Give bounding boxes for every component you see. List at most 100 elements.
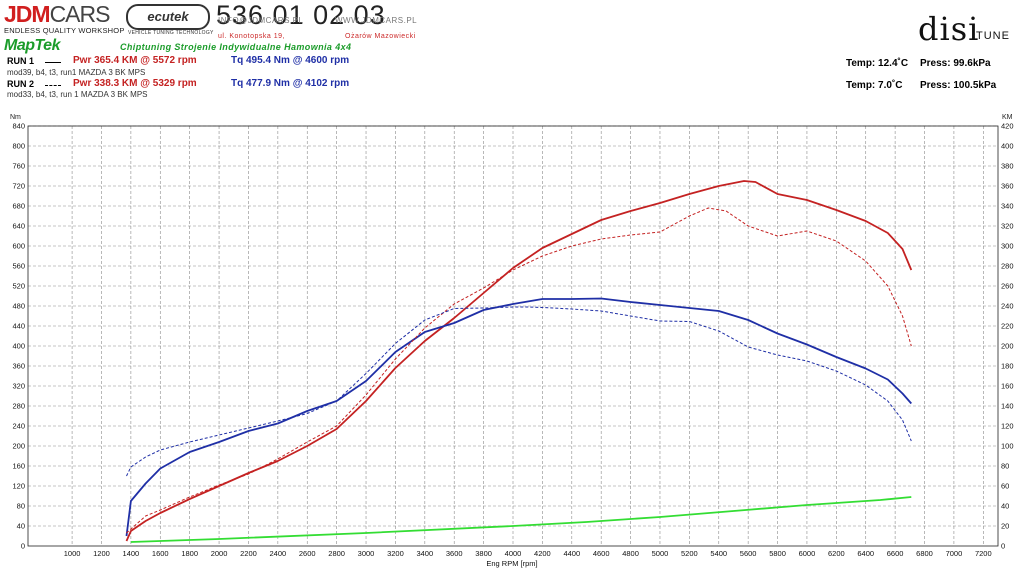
y-left-tick-label: 360 — [12, 362, 25, 371]
y-right-tick-label: 40 — [1001, 502, 1009, 511]
series-layer — [125, 180, 913, 543]
city-text: Ożarów Mazowiecki — [345, 33, 416, 40]
y-right-tick-label: 300 — [1001, 242, 1014, 251]
logo-subtitle: ENDLESS QUALITY WORKSHOP — [4, 26, 125, 35]
x-tick-label: 1000 — [64, 549, 81, 558]
y-left-tick-label: 640 — [12, 222, 25, 231]
x-tick-label: 3800 — [475, 549, 492, 558]
y-left-tick-label: 280 — [12, 402, 25, 411]
run2-legend-dashed-line — [45, 85, 61, 86]
x-tick-label: 4400 — [563, 549, 580, 558]
x-tick-label: 2200 — [240, 549, 257, 558]
logo-jdm-text: JDM — [4, 1, 51, 27]
run1-pressure: Press: 99.6kPa — [920, 58, 991, 69]
x-tick-label: 5000 — [652, 549, 669, 558]
x-tick-label: 1600 — [152, 549, 169, 558]
y-axis-right-ticks: 0 20 40 60 80 100 120 140 160 180 200 220 240 260 280 3… — [1001, 122, 1014, 551]
run1-power-readout: Pwr 365.4 KM @ 5572 rpm — [73, 55, 197, 66]
y-left-tick-label: 240 — [12, 422, 25, 431]
y-left-tick-label: 480 — [12, 302, 25, 311]
x-tick-label: 6200 — [828, 549, 845, 558]
run2-torque-readout: Tq 477.9 Nm @ 4102 rpm — [231, 78, 350, 89]
y-left-tick-label: 200 — [12, 442, 25, 451]
x-tick-label: 6600 — [887, 549, 904, 558]
x-axis-ticks: 1000 1200 1400 1600 1800 2000 2200 2400 2600 2800… — [64, 549, 992, 558]
x-tick-label: 2400 — [270, 549, 287, 558]
ecutek-logo: ecutek — [126, 4, 210, 30]
run1-torque-readout: Tq 495.4 Nm @ 4600 rpm — [231, 55, 350, 66]
y-left-tick-label: 720 — [12, 182, 25, 191]
y-right-tick-label: 220 — [1001, 322, 1014, 331]
chart-grid — [28, 125, 998, 546]
run1-label: RUN 1 — [7, 56, 35, 66]
y-right-tick-label: 240 — [1001, 302, 1014, 311]
x-tick-label: 3400 — [416, 549, 433, 558]
y-right-tick-label: 280 — [1001, 262, 1014, 271]
y-axis-right-unit: KM — [1002, 114, 1013, 121]
y-left-tick-label: 760 — [12, 162, 25, 171]
series-line-run-1-power — [125, 180, 913, 542]
y-right-tick-label: 60 — [1001, 482, 1009, 491]
y-right-tick-label: 180 — [1001, 362, 1014, 371]
x-tick-label: 5600 — [740, 549, 757, 558]
tune-logo-text: TUNE — [976, 30, 1010, 42]
y-right-tick-label: 200 — [1001, 342, 1014, 351]
y-left-tick-label: 120 — [12, 482, 25, 491]
series-line-run-2-torque — [126, 306, 912, 477]
y-left-tick-label: 320 — [12, 382, 25, 391]
x-tick-label: 6400 — [857, 549, 874, 558]
run2-pressure: Press: 100.5kPa — [920, 80, 997, 91]
x-tick-label: 6800 — [916, 549, 933, 558]
run1-legend-solid-line — [45, 62, 61, 63]
run2-power-readout: Pwr 338.3 KM @ 5329 rpm — [73, 78, 197, 89]
y-right-tick-label: 160 — [1001, 382, 1014, 391]
ecutek-subtitle: VEHICLE TUNING TECHNOLOGY — [128, 30, 214, 36]
run2-temperature: Temp: 7.0˚C — [846, 80, 903, 91]
x-tick-label: 7000 — [946, 549, 963, 558]
chart-axes — [27, 125, 999, 547]
y-right-tick-label: 100 — [1001, 442, 1014, 451]
x-tick-label: 2600 — [299, 549, 316, 558]
series-line-loss — [130, 496, 912, 543]
x-tick-label: 4000 — [505, 549, 522, 558]
x-tick-label: 7200 — [975, 549, 992, 558]
run2-label: RUN 2 — [7, 79, 35, 89]
x-tick-label: 4200 — [534, 549, 551, 558]
x-tick-label: 5200 — [681, 549, 698, 558]
y-left-tick-label: 400 — [12, 342, 25, 351]
x-tick-label: 2000 — [211, 549, 228, 558]
y-right-tick-label: 380 — [1001, 162, 1014, 171]
y-right-tick-label: 0 — [1001, 542, 1005, 551]
y-right-tick-label: 320 — [1001, 222, 1014, 231]
y-left-tick-label: 160 — [12, 462, 25, 471]
address-text: ul. Konotopska 19, — [218, 33, 285, 40]
x-tick-label: 4800 — [622, 549, 639, 558]
y-left-tick-label: 800 — [12, 142, 25, 151]
y-left-tick-label: 600 — [12, 242, 25, 251]
y-left-tick-label: 80 — [17, 502, 25, 511]
x-tick-label: 4600 — [593, 549, 610, 558]
plot-frame — [27, 125, 999, 547]
x-tick-label: 6000 — [799, 549, 816, 558]
x-tick-label: 5400 — [710, 549, 727, 558]
y-left-tick-label: 840 — [12, 122, 25, 131]
x-axis-title: Eng RPM [rpm] — [486, 559, 537, 568]
maptek-logo: MapTek — [4, 37, 60, 54]
x-tick-label: 3200 — [387, 549, 404, 558]
jdmcars-logo: JDMCARS — [4, 1, 111, 27]
y-left-tick-label: 40 — [17, 522, 25, 531]
y-right-tick-label: 360 — [1001, 182, 1014, 191]
email-text: INFO@JDMCARS.PL — [218, 16, 304, 25]
x-tick-label: 3000 — [358, 549, 375, 558]
y-left-tick-label: 560 — [12, 262, 25, 271]
header: JDMCARS ENDLESS QUALITY WORKSHOP ecutek … — [0, 0, 1024, 100]
y-left-tick-label: 520 — [12, 282, 25, 291]
y-axis-left-ticks: 0 40 80 120 160 200 240 280 320 360 400 440 480 520 56… — [12, 122, 25, 551]
x-tick-label: 1400 — [123, 549, 140, 558]
logo-cars-text: CARS — [49, 1, 111, 27]
disi-logo: disi — [918, 10, 980, 48]
x-tick-label: 3600 — [446, 549, 463, 558]
run1-description: mod39, b4, t3, run1 MAZDA 3 BK MPS — [7, 68, 146, 77]
y-left-tick-label: 680 — [12, 202, 25, 211]
y-axis-left-unit: Nm — [10, 114, 21, 121]
